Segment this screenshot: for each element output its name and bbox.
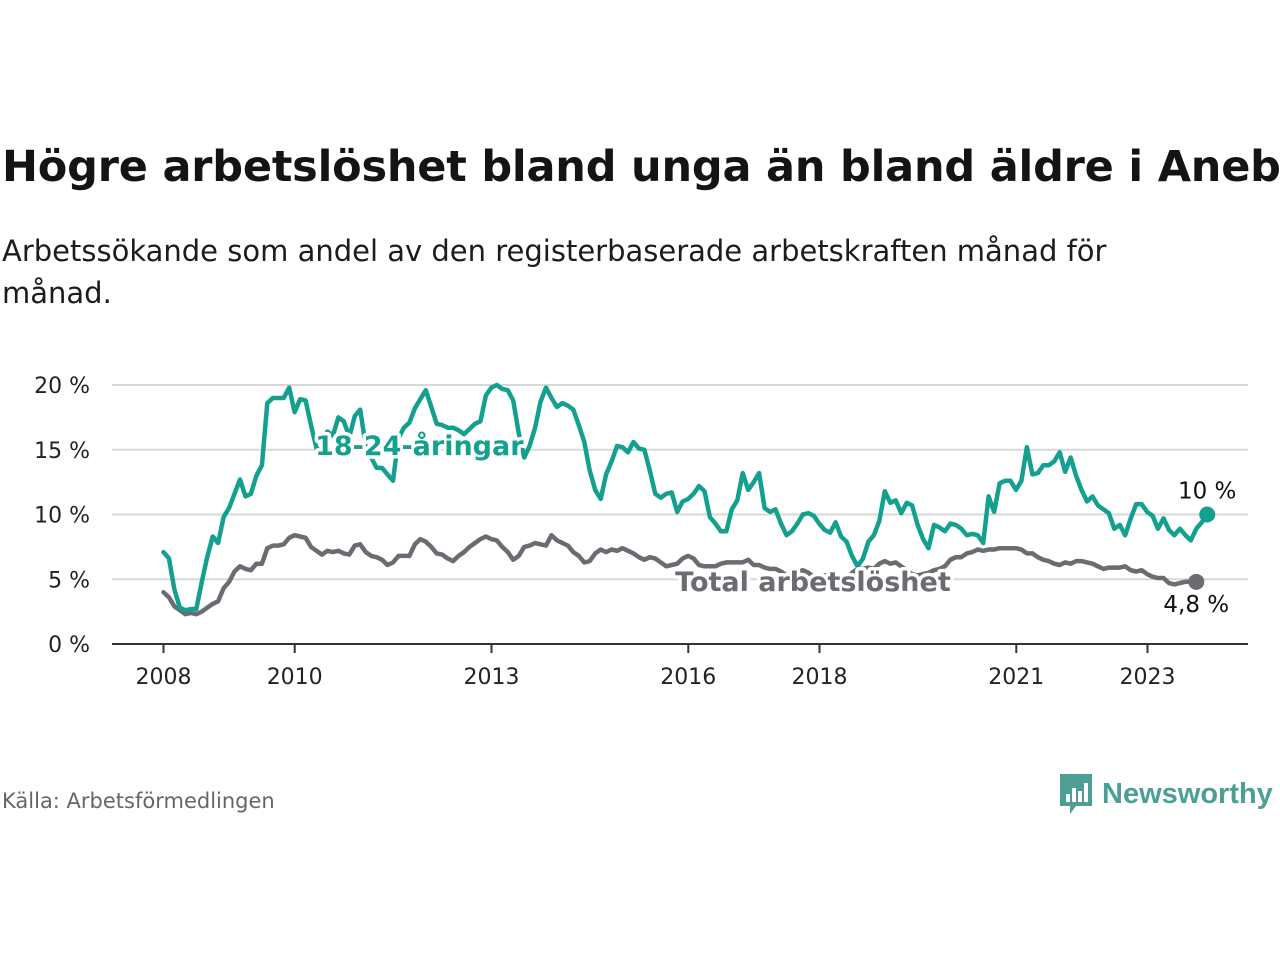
newsworthy-logo-icon <box>1060 774 1092 814</box>
source-note: Källa: Arbetsförmedlingen <box>2 789 275 813</box>
youth-series-label: 18-24-åringar <box>315 430 524 462</box>
x-tick-label: 2013 <box>464 665 520 690</box>
newsworthy-brand[interactable]: Newsworthy <box>1058 772 1273 816</box>
y-tick-label: 5 % <box>48 568 90 593</box>
youth-end-label: 10 % <box>1178 479 1236 505</box>
y-tick-label: 15 % <box>34 439 90 464</box>
x-tick-label: 2021 <box>988 665 1044 690</box>
line-chart: 0 % 5 % 10 % 15 % 20 % 2008 2010 2013 2016 2018 20… <box>34 374 1248 690</box>
total-end-label: 4,8 % <box>1163 592 1229 618</box>
x-tick-label: 2010 <box>267 665 323 690</box>
y-tick-label: 10 % <box>34 504 90 529</box>
x-tick-label: 2008 <box>136 665 192 690</box>
y-tick-label: 20 % <box>34 374 90 399</box>
total-series-line <box>161 532 1199 617</box>
brand-name: Newsworthy <box>1102 777 1273 810</box>
chart-title: Högre arbetslöshet bland unga än bland ä… <box>2 142 1280 192</box>
total-series-label: Total arbetslöshet <box>675 567 951 598</box>
total-end-point <box>1188 573 1205 590</box>
x-tick-label: 2016 <box>660 665 716 690</box>
chart-subtitle: Arbetssökande som andel av den registerb… <box>2 234 1107 310</box>
x-tick-label: 2018 <box>792 665 848 690</box>
x-tick-label: 2023 <box>1120 665 1176 690</box>
youth-end-point <box>1199 506 1216 523</box>
youth-series-line <box>161 382 1210 613</box>
y-tick-label: 0 % <box>48 633 90 658</box>
